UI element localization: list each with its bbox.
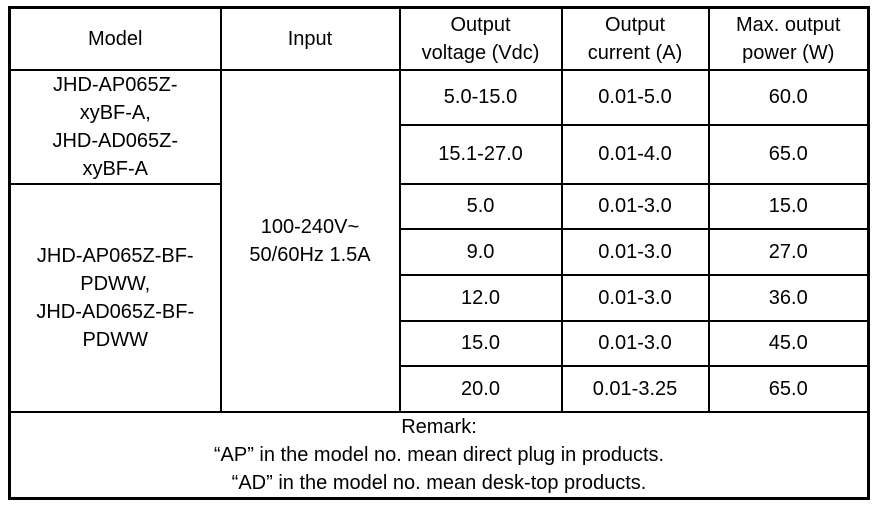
voltage-cell: 9.0	[398, 227, 563, 276]
model-cell-group1: JHD-AP065Z- xyBF-A, JHD-AD065Z- xyBF-A	[8, 68, 222, 185]
power-cell: 15.0	[707, 182, 870, 230]
current-cell: 0.01-5.0	[560, 68, 710, 127]
power-cell: 27.0	[707, 227, 870, 276]
table-row: 9.0 0.01-3.0 27.0	[10, 227, 870, 276]
table-row: 20.0 0.01-3.25 65.0	[10, 364, 870, 413]
table-row: JHD-AP065Z-BF- PDWW, JHD-AD065Z-BF- PDWW…	[8, 182, 870, 413]
remark-row: Remark: “AP” in the model no. mean direc…	[8, 410, 870, 500]
power-cell: 65.0	[707, 364, 870, 413]
table-row: 15.0 0.01-3.0 45.0	[10, 319, 870, 367]
remark-line-ap: “AP” in the model no. mean direct plug i…	[213, 443, 665, 466]
current-cell: 0.01-3.0	[560, 182, 710, 230]
voltage-cell: 5.0-15.0	[398, 68, 563, 127]
current-cell: 0.01-3.0	[560, 273, 710, 322]
col-header-max-power: Max. output power (W)	[707, 6, 870, 71]
current-cell: 0.01-3.0	[560, 227, 710, 276]
header-row: Model Input Output voltage (Vdc) Output …	[8, 6, 870, 71]
input-cell: 100-240V~ 50/60Hz 1.5A	[219, 68, 401, 413]
current-cell: 0.01-3.25	[560, 364, 710, 413]
col-header-model: Model	[8, 6, 222, 71]
col-header-input: Input	[219, 6, 401, 71]
col-header-output-current: Output current (A)	[560, 6, 710, 71]
current-cell: 0.01-3.0	[560, 319, 710, 367]
power-cell: 45.0	[707, 319, 870, 367]
remark-line-ad: “AD” in the model no. mean desk-top prod…	[231, 471, 647, 494]
table-row: JHD-AP065Z- xyBF-A, JHD-AD065Z- xyBF-A 1…	[8, 68, 870, 413]
model-cell-group2: JHD-AP065Z-BF- PDWW, JHD-AD065Z-BF- PDWW	[8, 182, 222, 413]
power-cell: 60.0	[707, 68, 870, 127]
voltage-cell: 15.1-27.0	[398, 124, 563, 185]
power-cell: 65.0	[707, 124, 870, 185]
table-row: 12.0 0.01-3.0 36.0	[10, 273, 870, 322]
remark-cell: Remark: “AP” in the model no. mean direc…	[8, 410, 870, 500]
current-cell: 0.01-4.0	[560, 124, 710, 185]
col-header-output-voltage: Output voltage (Vdc)	[398, 6, 563, 71]
voltage-cell: 5.0	[398, 182, 563, 230]
voltage-cell: 20.0	[398, 364, 563, 413]
power-cell: 36.0	[707, 273, 870, 322]
power-spec-table: Model Input Output voltage (Vdc) Output …	[8, 6, 870, 500]
remark-title: Remark:	[401, 415, 477, 438]
voltage-cell: 15.0	[398, 319, 563, 367]
voltage-cell: 12.0	[398, 273, 563, 322]
table-row: 15.1-27.0 0.01-4.0 65.0	[10, 124, 870, 185]
